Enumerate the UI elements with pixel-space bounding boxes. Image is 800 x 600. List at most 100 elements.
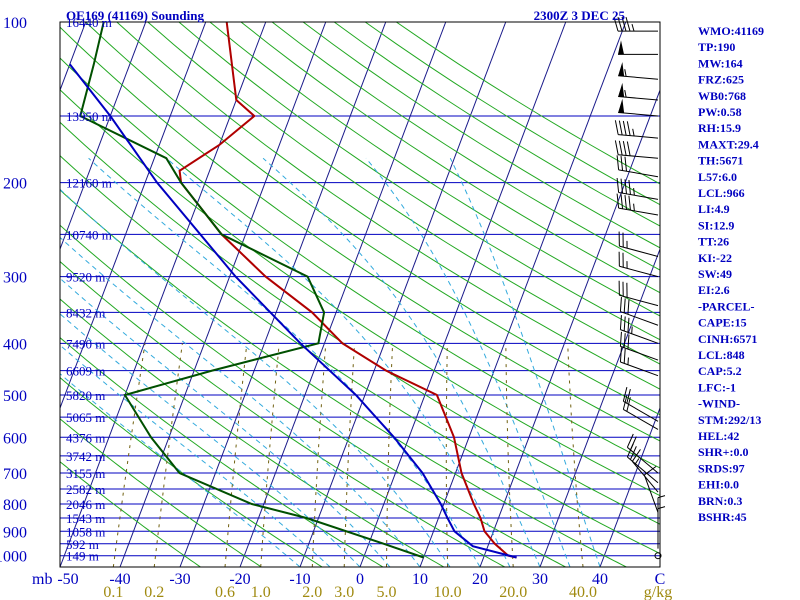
isotherm-line	[539, 247, 660, 567]
isotherm-line	[60, 22, 207, 410]
mixing-ratio-tick-label: 10.0	[434, 584, 462, 600]
moist-adiabat-line	[60, 344, 331, 567]
wind-barb	[657, 506, 666, 549]
dry-adiabat-line	[60, 189, 627, 567]
mixing-ratio-tick-label: 0.1	[103, 584, 123, 600]
mixing-ratio-tick-label: 40.0	[569, 584, 597, 600]
wind-barb	[654, 552, 662, 560]
height-tick-label: 9520 m	[66, 270, 105, 285]
dry-adiabat-line	[116, 22, 660, 390]
wind-barb	[616, 155, 659, 178]
dry-adiabat-line	[60, 336, 384, 567]
index-value: TT:26	[698, 235, 729, 249]
temperature-tick-label: -20	[229, 571, 250, 588]
index-value: CAPE:15	[698, 316, 747, 330]
valid-time: 2300Z 3 DEC 25	[534, 8, 626, 23]
pressure-tick-label: 300	[3, 270, 27, 287]
wind-barb	[618, 251, 659, 278]
isotherm-line	[60, 22, 147, 251]
wind-barb	[619, 297, 659, 326]
index-value: LCL:848	[698, 348, 745, 362]
wind-barb	[618, 62, 659, 80]
wind-barb	[614, 140, 659, 159]
wind-barb	[613, 16, 658, 32]
pressure-tick-label: 400	[3, 336, 27, 353]
index-value: LFC:-1	[698, 380, 736, 394]
moist-adiabat-line	[88, 157, 481, 567]
mixing-ratio-line	[343, 343, 356, 567]
isotherm-line	[239, 22, 447, 567]
dry-adiabat-line	[60, 89, 660, 497]
height-tick-label: 1543 m	[66, 511, 105, 526]
index-value: FRZ:625	[698, 73, 744, 87]
moist-adiabat-line	[60, 313, 361, 567]
dry-adiabat-line	[60, 224, 566, 567]
pressure-unit-label: mb	[32, 571, 52, 588]
dry-adiabat-line	[209, 22, 660, 317]
height-tick-label: 592 m	[66, 537, 99, 552]
pressure-tick-label: 700	[3, 466, 27, 483]
isotherm-line	[0, 22, 26, 567]
dry-adiabat-line	[60, 155, 660, 555]
mixing-ratio-line	[386, 343, 394, 567]
profile-lines	[69, 22, 517, 559]
dry-adiabat-line	[271, 22, 660, 271]
height-tick-label: 2582 m	[66, 482, 105, 497]
temperature-tick-label: 0	[356, 571, 364, 588]
index-value: EI:2.6	[698, 283, 730, 297]
index-value: TH:5671	[698, 154, 743, 168]
height-tick-label: 12160 m	[66, 176, 112, 191]
height-tick-label: 16440 m	[66, 15, 112, 30]
moist-adiabat-line	[60, 277, 391, 567]
pressure-tick-label: 200	[3, 176, 27, 193]
dry-adiabat-line	[60, 121, 660, 525]
mixing-ratio-line	[260, 343, 280, 567]
dry-adiabat-line	[178, 22, 660, 341]
index-value: L57:6.0	[698, 170, 737, 184]
mixing-ratio-tick-label: 5.0	[376, 584, 396, 600]
mixing-ratio-tick-label: 1.0	[251, 584, 271, 600]
index-value: LCL:966	[698, 186, 745, 200]
wind-barb	[616, 193, 659, 216]
height-tick-label: 3742 m	[66, 449, 105, 464]
wind-barb	[618, 98, 659, 117]
mixing-ratio-line	[505, 343, 514, 567]
dry-adiabat-line	[302, 22, 660, 249]
mixing-ratio-tick-label: 20.0	[499, 584, 527, 600]
index-value: -PARCEL-	[698, 299, 754, 313]
mixing-ratio-line	[567, 343, 584, 567]
index-value: RH:15.9	[698, 121, 741, 135]
index-value: -WIND-	[698, 397, 740, 411]
height-tick-label: 3155 m	[66, 466, 105, 481]
dry-adiabat-line	[60, 57, 660, 469]
wind-barb	[622, 387, 659, 422]
mixing-ratio-line	[112, 343, 146, 567]
mixing-ratio-line	[311, 343, 327, 567]
height-tick-label: 5065 m	[66, 410, 105, 425]
index-value: SHR+:0.0	[698, 445, 749, 459]
index-value: WMO:41169	[698, 24, 764, 38]
moist-adiabat-line	[262, 157, 541, 567]
skewt-grid	[0, 22, 660, 567]
dry-adiabat-line	[60, 26, 660, 442]
temperature-tick-label: -40	[109, 571, 130, 588]
height-tick-label: 4376 m	[66, 430, 105, 445]
moist-adiabat-line	[60, 373, 301, 567]
pressure-tick-label: 500	[3, 388, 27, 405]
temperature-tick-label: 10	[412, 571, 428, 588]
temperature-tick-label: 30	[532, 571, 548, 588]
index-value: LI:4.9	[698, 202, 730, 216]
wind-barb	[622, 395, 659, 430]
mixing-ratio-tick-label: 0.6	[215, 584, 235, 600]
isotherm-line	[119, 22, 327, 567]
index-value: HEL:42	[698, 429, 739, 443]
temperature-tick-label: -30	[169, 571, 190, 588]
index-value: PW:0.58	[698, 105, 742, 119]
height-tick-label: 5820 m	[66, 388, 105, 403]
wind-barb	[618, 280, 659, 307]
isotherm-line	[419, 22, 627, 567]
dry-adiabat-line	[396, 22, 660, 185]
dry-adiabat-line	[240, 22, 660, 294]
index-value: WB0:768	[698, 89, 746, 103]
dry-adiabat-line	[60, 418, 262, 567]
